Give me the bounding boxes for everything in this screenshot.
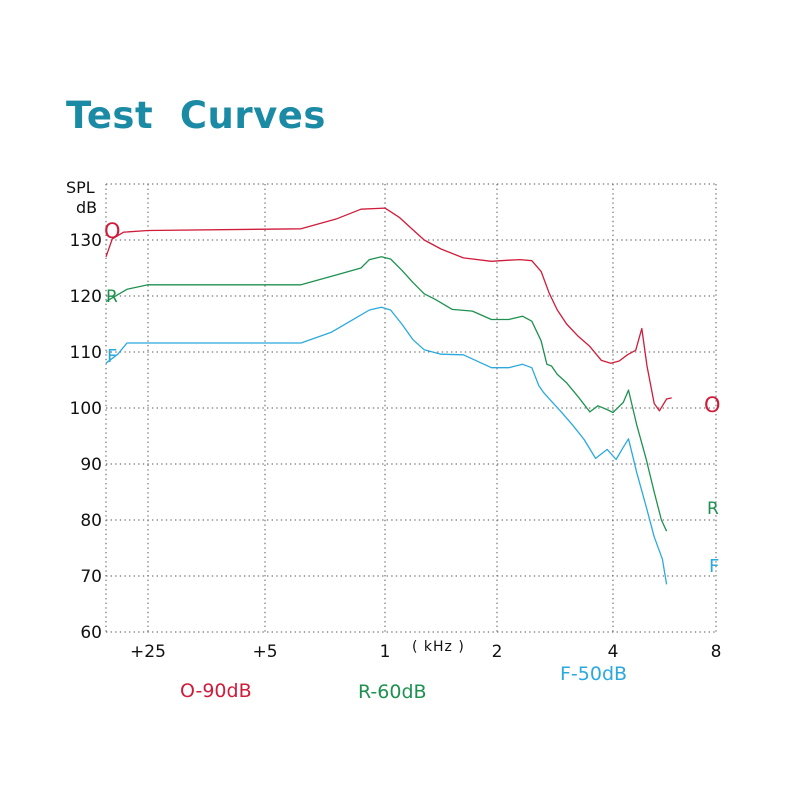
- x-tick-label: 1: [380, 642, 391, 662]
- x-tick-labels: +25 +5 1 2 4 8: [130, 642, 721, 662]
- y-tick-label: 120: [70, 287, 102, 307]
- x-tick-label: +25: [130, 642, 166, 662]
- series-layer: [105, 207, 672, 585]
- grid-layer: [105, 183, 717, 633]
- y-tick-label: 110: [70, 343, 102, 363]
- y-tick-label: 90: [80, 455, 102, 475]
- series-label-r: R: [707, 499, 719, 519]
- series-label-o: O: [704, 393, 721, 417]
- x-tick-label: 2: [492, 642, 503, 662]
- y-tick-label: 70: [80, 567, 102, 587]
- series-label-f: F: [107, 346, 117, 367]
- legend-item-o: O-90dB: [180, 680, 252, 702]
- y-tick-label: 60: [80, 623, 102, 643]
- series-label-r: R: [106, 287, 118, 307]
- x-axis-unit: ( kHz ): [412, 639, 465, 655]
- series-label-f: F: [709, 556, 719, 577]
- series-label-o: O: [104, 219, 121, 243]
- y-axis-label-db: dB: [76, 198, 97, 217]
- series-line-o: [105, 207, 672, 412]
- chart-title: Test Curves: [66, 94, 326, 137]
- y-tick-label: 130: [70, 231, 102, 251]
- y-tick-labels: 130 120 110 100 90 80 70 60: [70, 231, 102, 643]
- series-line-f: [105, 306, 668, 585]
- x-tick-label: 4: [608, 642, 619, 662]
- legend-item-f: F-50dB: [560, 663, 628, 685]
- series-label-layer: O O R R F F: [104, 219, 721, 577]
- x-tick-label: 8: [711, 642, 722, 662]
- y-tick-label: 80: [80, 511, 102, 531]
- legend-item-r: R-60dB: [358, 681, 427, 703]
- y-axis-label-spl: SPL: [66, 178, 95, 197]
- x-tick-label: +5: [252, 642, 277, 662]
- series-line-r: [105, 256, 668, 532]
- y-tick-label: 100: [70, 399, 102, 419]
